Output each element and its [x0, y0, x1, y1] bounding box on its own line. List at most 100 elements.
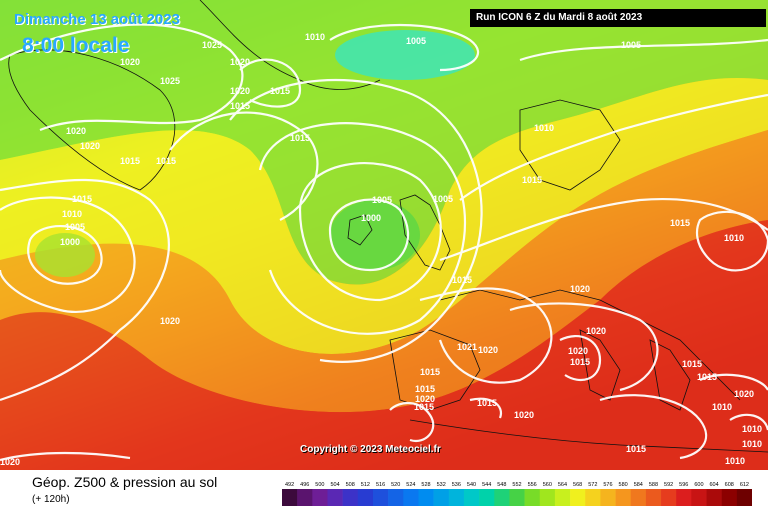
legend-tick-label: 612 [740, 482, 749, 488]
yellow-band [0, 78, 768, 354]
legend-swatch [615, 489, 632, 506]
legend-swatch [357, 489, 374, 506]
isobar-label: 1015 [452, 275, 472, 285]
legend-tick-label: 556 [528, 482, 537, 488]
legend-tick-label: 580 [619, 482, 628, 488]
isobar-label: 1015 [414, 402, 434, 412]
legend-tick-label: 604 [710, 482, 719, 488]
isobar-label: 1015 [290, 133, 310, 143]
legend-swatch [661, 489, 677, 506]
isobar-label: 1015 [522, 175, 542, 185]
legend-tick-label: 560 [543, 482, 552, 488]
isobar-label: 1015 [682, 359, 702, 369]
red-band [0, 220, 768, 470]
legend-tick-label: 536 [452, 482, 461, 488]
legend-tick-label: 532 [437, 482, 446, 488]
forecast-lead-time: (+ 120h) [32, 494, 70, 505]
isobar-label: 1005 [65, 222, 85, 232]
low-pressure-core-north [335, 30, 475, 80]
isobar-label: 1020 [415, 394, 435, 404]
legend-swatch [433, 489, 450, 506]
legend-swatch [585, 489, 601, 506]
color-scale-legend: 492 496 500 504 508 512 516 520 524 528 532 536 540 5… [282, 482, 752, 506]
isobar-lines [0, 23, 768, 462]
isobar-label: 1020 [160, 316, 180, 326]
legend-swatch [509, 489, 525, 506]
legend-swatch [600, 489, 616, 506]
isobar-label: 1020 [66, 126, 86, 136]
isobar-label: 1025 [160, 76, 180, 86]
isobar-label: 1020 [734, 389, 754, 399]
legend-tick-label: 564 [558, 482, 567, 488]
legend-swatch [570, 489, 586, 506]
low-pressure-core-atlantic [35, 233, 95, 277]
legend-swatch [554, 489, 571, 506]
legend-swatch [494, 489, 510, 506]
isobar-label: 1015 [230, 101, 250, 111]
legend-swatch [539, 489, 556, 506]
legend-swatch [524, 489, 541, 506]
forecast-date: Dimanche 13 août 2023 [14, 11, 180, 28]
isobar-label: 1020 [514, 410, 534, 420]
isobar-label: 1010 [534, 123, 554, 133]
isobar-label: 1021 [457, 342, 477, 352]
isobar-label: 1015 [420, 367, 440, 377]
isobar-label: 1020 [120, 57, 140, 67]
isobar-label: 1010 [742, 439, 762, 449]
legend-swatch [706, 489, 722, 506]
isobar-label: 1025 [202, 40, 222, 50]
legend-tick-label: 504 [330, 482, 339, 488]
legend-swatch [312, 489, 328, 506]
isobar-label: 1000 [361, 213, 381, 223]
legend-tick-label: 572 [588, 482, 597, 488]
isobar-label: 1005 [372, 195, 392, 205]
isobar-label: 1005 [433, 194, 453, 204]
isobar-label: 1015 [156, 156, 176, 166]
legend-swatch [691, 489, 707, 506]
legend-tick-label: 608 [725, 482, 734, 488]
model-run-label: Run ICON 6 Z du Mardi 8 août 2023 [470, 9, 766, 27]
isobar-label: 1015 [72, 194, 92, 204]
isobar-label: 1015 [415, 384, 435, 394]
legend-tick-label: 592 [664, 482, 673, 488]
legend-swatch [342, 489, 359, 506]
low-pressure-core-west [330, 200, 420, 270]
isobar-label: 1020 [230, 86, 250, 96]
legend-swatch [297, 489, 313, 506]
legend-tick-label: 588 [649, 482, 658, 488]
legend-tick-label: 568 [573, 482, 582, 488]
legend-tick-label: 516 [376, 482, 385, 488]
isobar-label: 1010 [305, 32, 325, 42]
isobar-label: 1020 [80, 141, 100, 151]
isobar-label: 1020 [478, 345, 498, 355]
isobar-label: 1010 [724, 233, 744, 243]
legend-swatch [282, 489, 298, 506]
legend-swatch [479, 489, 495, 506]
green-trough-zone [0, 0, 768, 285]
legend-tick-label: 596 [679, 482, 688, 488]
isobar-label: 1010 [725, 456, 745, 466]
isobar-label: 1020 [570, 284, 590, 294]
legend-swatch [736, 489, 752, 506]
legend-tick-label: 520 [391, 482, 400, 488]
legend-tick-label: 584 [634, 482, 643, 488]
legend-tick-label: 600 [694, 482, 703, 488]
legend-tick-label: 576 [603, 482, 612, 488]
isobar-label: 1020 [0, 457, 20, 467]
legend-tick-label: 548 [497, 482, 506, 488]
legend-tick-label: 500 [315, 482, 324, 488]
isobar-label: 1015 [477, 398, 497, 408]
legend-swatch [327, 489, 343, 506]
legend-swatch [388, 489, 404, 506]
isobar-label: 1020 [230, 57, 250, 67]
legend-swatch [676, 489, 692, 506]
legend-swatch [645, 489, 662, 506]
isobar-label: 1015 [120, 156, 140, 166]
legend-swatch [721, 489, 738, 506]
isobar-label: 1015 [570, 357, 590, 367]
legend-tick-label: 552 [512, 482, 521, 488]
isobar-label: 1020 [586, 326, 606, 336]
